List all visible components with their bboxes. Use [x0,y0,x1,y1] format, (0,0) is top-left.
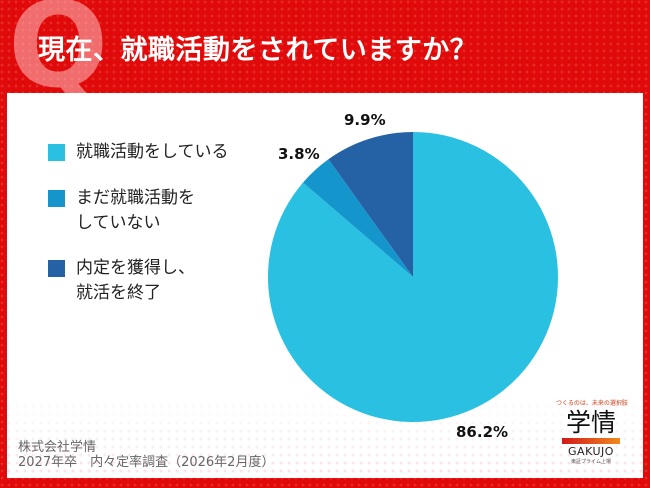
legend-swatch-icon [48,260,65,277]
source-note: 株式会社学情 2027年卒 内々定率調査（2026年2月度） [18,440,275,470]
pie-slice-2 [302,159,413,277]
legend-label: 就職活動をしている [76,142,229,162]
logo-name-en: GAKUJO [568,445,614,458]
logo-gradient-bar [562,438,620,444]
gakujo-logo: つくるのは、未来の選択肢 学情 GAKUJO 東証プライム上場 [556,398,628,465]
pie-slice-1 [268,132,559,422]
pct-label-slice1: 86.2% [456,423,509,441]
logo-tagline: つくるのは、未来の選択肢 [556,400,628,407]
legend-swatch-icon [48,190,65,207]
pct-label-slice2: 3.8% [278,145,320,163]
logo-name: 学情 [565,408,616,437]
legend-label: 内定を獲得し、 就活を終了 [76,258,195,303]
pct-label-slice3: 9.9% [344,111,386,129]
legend-swatch-icon [48,144,65,161]
logo-sub: 東証プライム上場 [571,459,611,465]
page-title: 現在、就職活動をされていますか？ [38,35,478,66]
pie-slice-3 [328,132,413,277]
legend-label: まだ就職活動を していない [76,188,195,233]
q-mark-decoration: Q [8,0,109,114]
